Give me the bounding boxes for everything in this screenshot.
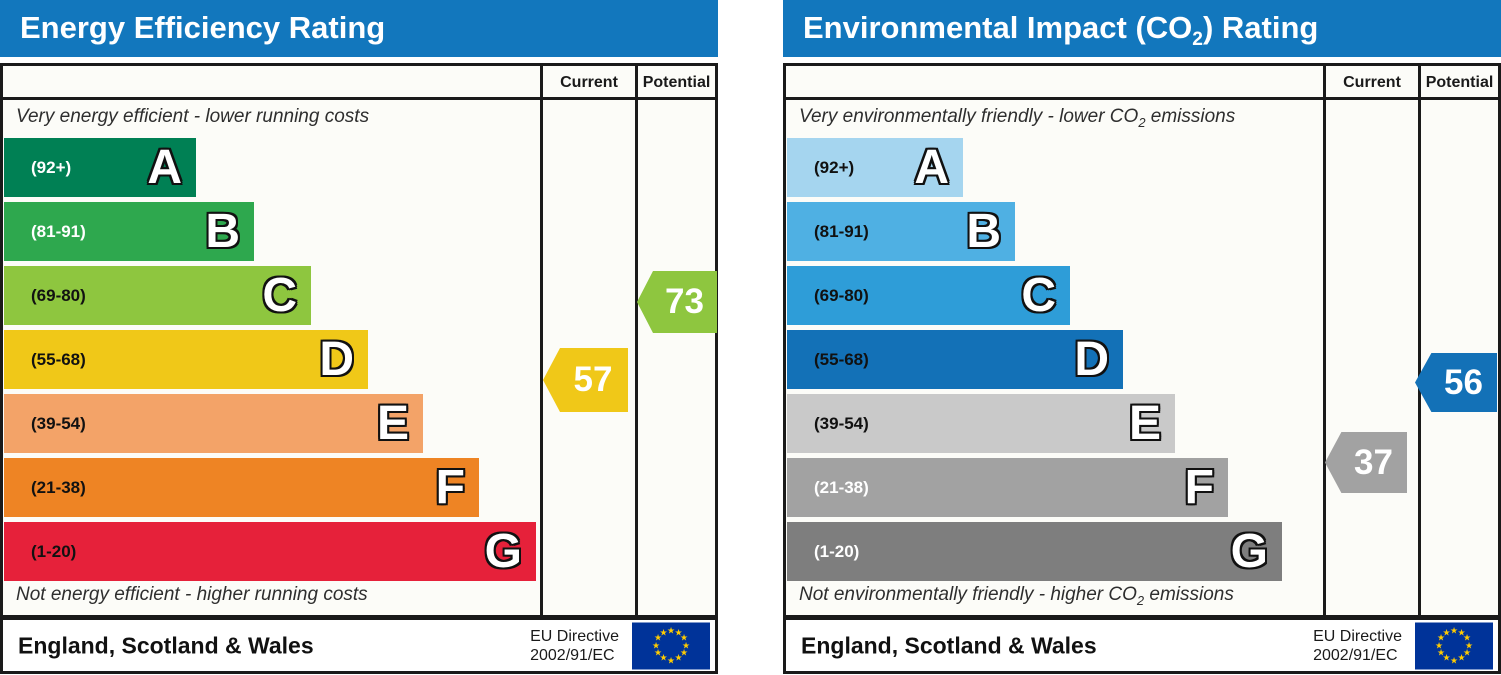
eu-directive-label: EU Directive 2002/91/EC	[530, 627, 619, 665]
chart-title: Environmental Impact (CO2) Rating	[783, 0, 1501, 57]
band-row-a: (92+) A	[4, 138, 196, 197]
top-caption-text: Very environmentally friendly - lower CO	[799, 106, 1139, 127]
band-letter: E	[376, 396, 409, 450]
band-row-b: (81-91) B	[787, 202, 1015, 261]
eu-directive-line1: EU Directive	[530, 627, 619, 645]
chart-title-text: Energy Efficiency Rating	[20, 10, 386, 45]
band-letter: A	[914, 140, 949, 194]
current-column-header: Current	[1343, 74, 1401, 91]
top-caption: Very energy efficient - lower running co…	[16, 106, 369, 130]
band-letter: C	[1021, 268, 1056, 322]
chart-footer: England, Scotland & Wales EU Directive 2…	[0, 617, 718, 674]
current-rating-arrow: 37	[1325, 432, 1407, 493]
band-row-c: (69-80) C	[4, 266, 311, 325]
current-rating-value: 57	[573, 360, 613, 399]
band-range-label: (21-38)	[31, 478, 86, 497]
band-row-e: (39-54) E	[4, 394, 423, 453]
potential-rating-value: 73	[665, 282, 704, 321]
current-rating-arrow: 57	[543, 348, 628, 412]
potential-rating-arrow: 56	[1415, 353, 1497, 412]
potential-rating-value: 56	[1444, 362, 1483, 402]
band-letter: C	[262, 268, 297, 322]
bottom-caption: Not environmentally friendly - higher CO…	[799, 584, 1234, 608]
region-label: England, Scotland & Wales	[18, 632, 314, 658]
band-letter: G	[1230, 524, 1268, 578]
chart-title: Energy Efficiency Rating	[0, 0, 718, 57]
band-range-label: (92+)	[814, 158, 855, 177]
potential-column-header: Potential	[642, 74, 711, 91]
eu-flag-icon: ★ ★ ★ ★ ★ ★ ★ ★ ★ ★ ★ ★	[1415, 622, 1493, 669]
band-letter: F	[435, 460, 465, 514]
energy-efficiency-chart: Energy Efficiency Rating Current Potenti…	[0, 0, 718, 675]
potential-column-header: Potential	[1425, 74, 1494, 91]
rating-table: Current Potential Very environmentally f…	[783, 63, 1501, 617]
band-range-label: (69-80)	[31, 286, 86, 305]
band-row-d: (55-68) D	[787, 330, 1123, 389]
band-row-g: (1-20) G	[787, 522, 1282, 581]
top-caption-text: Very energy efficient - lower running co…	[16, 106, 370, 127]
column-divider	[1323, 66, 1326, 615]
band-range-label: (81-91)	[31, 222, 86, 241]
band-row-d: (55-68) D	[4, 330, 368, 389]
band-range-label: (1-20)	[31, 542, 77, 561]
band-letter: D	[1074, 332, 1109, 386]
column-divider	[540, 66, 543, 615]
region-label: England, Scotland & Wales	[801, 632, 1097, 658]
eu-directive-line2: 2002/91/EC	[1313, 646, 1398, 664]
band-letter: A	[147, 140, 182, 194]
eu-directive-line1: EU Directive	[1313, 627, 1402, 645]
eu-flag-icon: ★ ★ ★ ★ ★ ★ ★ ★ ★ ★ ★ ★	[632, 622, 710, 669]
band-range-label: (55-68)	[814, 350, 869, 369]
band-row-f: (21-38) F	[787, 458, 1228, 517]
table-header-row: Current Potential	[786, 66, 1498, 100]
bottom-caption: Not energy efficient - higher running co…	[16, 584, 368, 608]
top-caption: Very environmentally friendly - lower CO…	[799, 106, 1236, 130]
eu-directive-line2: 2002/91/EC	[530, 646, 615, 664]
band-letter: B	[205, 204, 240, 258]
eu-directive-label: EU Directive 2002/91/EC	[1313, 627, 1402, 665]
band-range-label: (81-91)	[814, 222, 869, 241]
band-letter: F	[1184, 460, 1214, 514]
band-range-label: (92+)	[31, 158, 72, 177]
band-letter: D	[319, 332, 354, 386]
band-range-label: (55-68)	[31, 350, 86, 369]
environmental-impact-chart: Environmental Impact (CO2) Rating Curren…	[783, 0, 1501, 675]
band-range-label: (39-54)	[814, 414, 869, 433]
table-header-row: Current Potential	[3, 66, 715, 100]
bottom-caption-text: Not energy efficient - higher running co…	[16, 584, 368, 605]
bottom-caption-text: Not environmentally friendly - higher CO	[799, 584, 1137, 605]
band-range-label: (69-80)	[814, 286, 869, 305]
chart-footer: England, Scotland & Wales EU Directive 2…	[783, 617, 1501, 674]
column-divider	[1418, 66, 1421, 615]
band-row-g: (1-20) G	[4, 522, 536, 581]
chart-title-subscript: 2	[1192, 29, 1203, 51]
band-range-label: (21-38)	[814, 478, 869, 497]
potential-rating-arrow: 73	[637, 271, 717, 333]
chart-title-text-end: ) Rating	[1202, 10, 1319, 45]
band-range-label: (39-54)	[31, 414, 86, 433]
band-letter: E	[1128, 396, 1161, 450]
band-range-label: (1-20)	[814, 542, 860, 561]
band-letter: B	[966, 204, 1001, 258]
band-row-c: (69-80) C	[787, 266, 1070, 325]
band-letter: G	[484, 524, 522, 578]
band-row-f: (21-38) F	[4, 458, 479, 517]
column-divider	[635, 66, 638, 615]
chart-title-text: Environmental Impact (CO	[803, 10, 1193, 45]
rating-table: Current Potential Very energy efficient …	[0, 63, 718, 617]
current-column-header: Current	[560, 74, 618, 91]
band-row-e: (39-54) E	[787, 394, 1175, 453]
band-row-b: (81-91) B	[4, 202, 254, 261]
current-rating-value: 37	[1354, 442, 1393, 482]
band-row-a: (92+) A	[787, 138, 963, 197]
